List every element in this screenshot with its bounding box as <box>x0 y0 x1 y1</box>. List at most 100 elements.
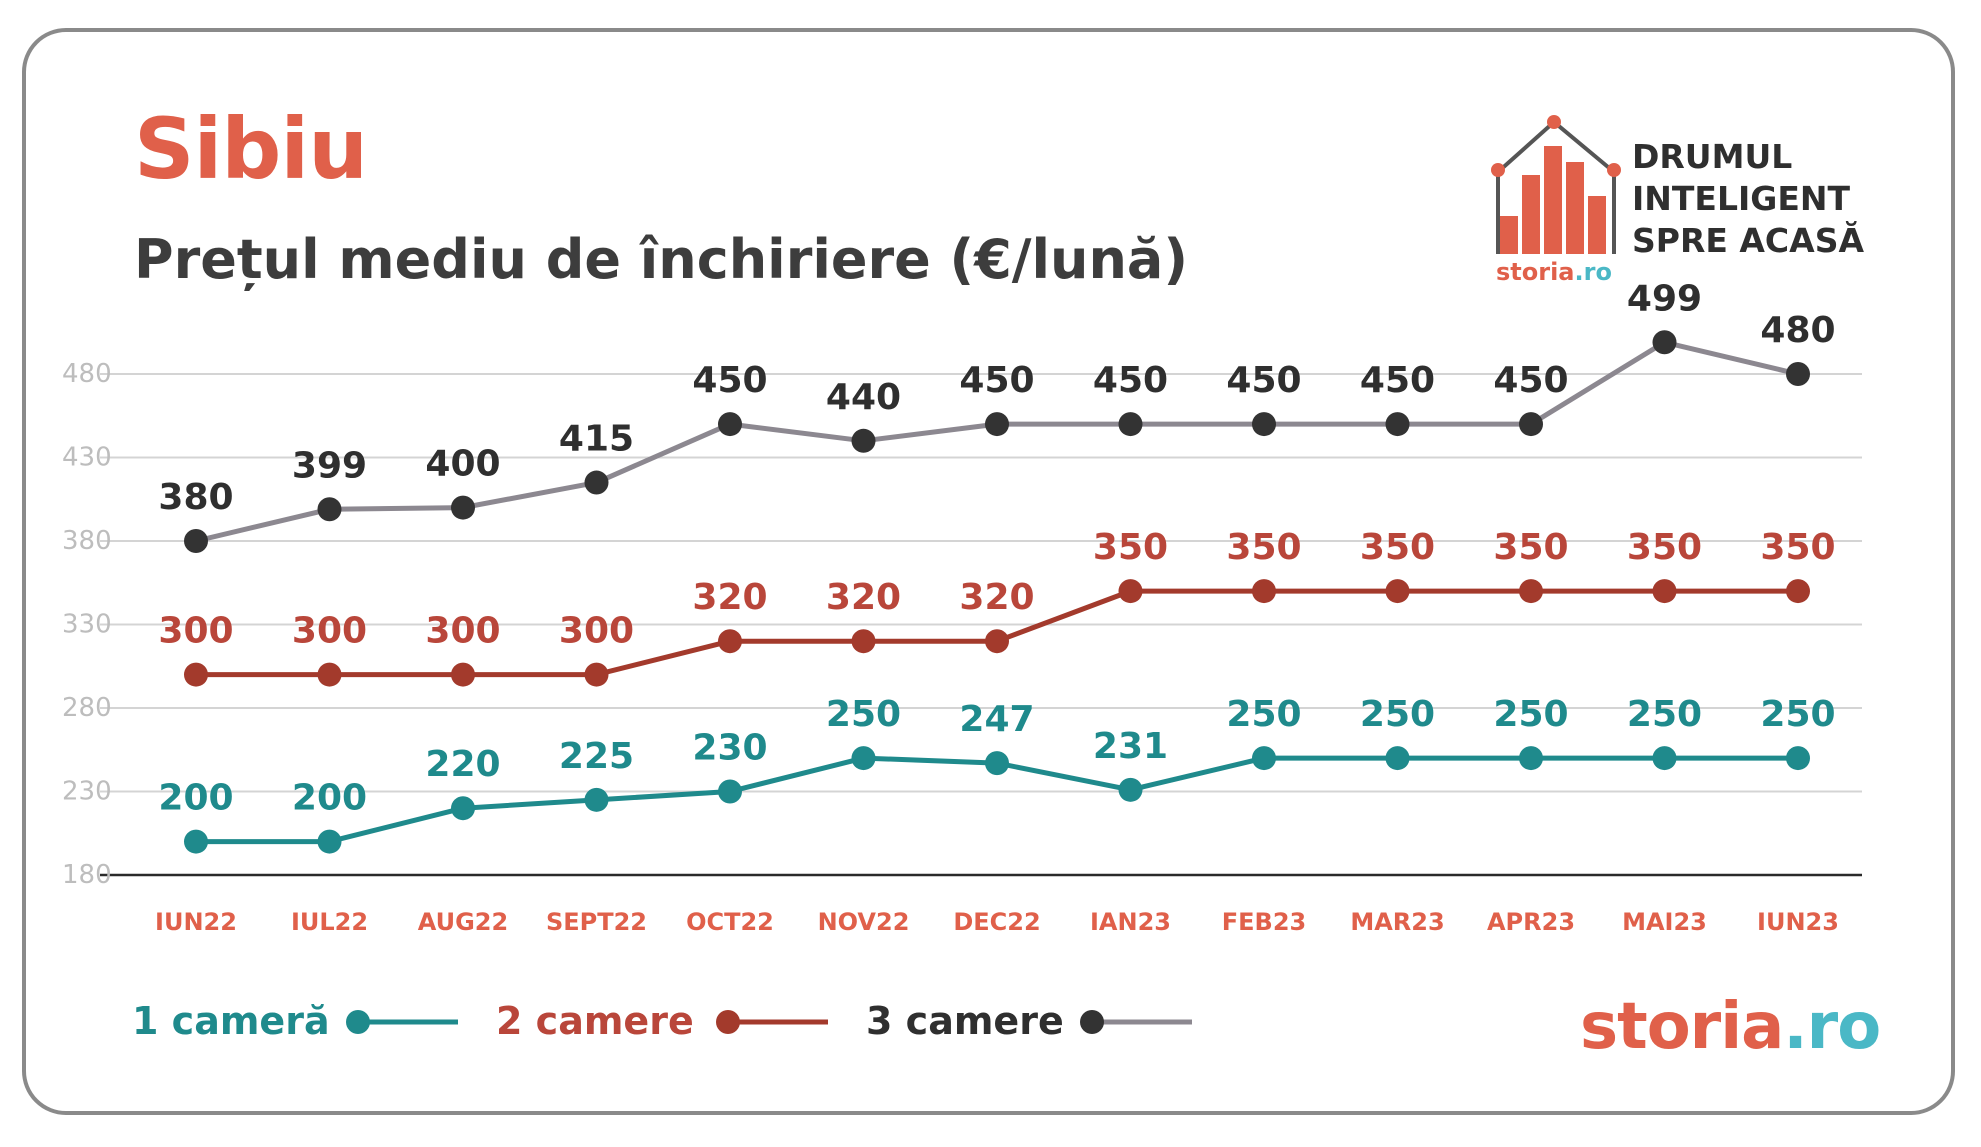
series-1-camera-point <box>718 779 742 804</box>
series-3-camere-data-label: 450 <box>1093 360 1168 401</box>
series-3-camere-point <box>1519 412 1543 437</box>
series-2-camere-point <box>985 629 1009 654</box>
series-2-camere-data-label: 300 <box>425 611 500 652</box>
series-3-camere-data-label: 440 <box>826 377 901 418</box>
series-1-camera-point <box>851 746 876 771</box>
series-3-camere-data-label: 450 <box>1493 360 1568 401</box>
series-2-camere-data-label: 350 <box>1627 527 1702 568</box>
series-3-camere-point <box>1652 330 1677 355</box>
series-3-camere-point <box>184 529 208 553</box>
x-tick-label: IUN22 <box>155 908 237 936</box>
x-tick-label: OCT22 <box>686 908 774 936</box>
series-3-camere-data-label: 499 <box>1627 278 1702 319</box>
series-3-camere-point <box>1118 412 1143 437</box>
series-3-camere-data-label: 480 <box>1760 310 1835 351</box>
series-2-camere-point <box>451 662 475 687</box>
small-storia-logo: storia.ro <box>1496 258 1612 286</box>
series-1-camera-data-label: 250 <box>1493 694 1568 735</box>
y-tick-label: 430 <box>62 443 112 473</box>
series-3-camere-point <box>1252 412 1276 437</box>
series-1-camera-point <box>451 796 475 821</box>
series-2-camere-point <box>184 662 208 687</box>
x-tick-label: MAI23 <box>1622 908 1707 936</box>
series-1-camera-point <box>584 787 609 812</box>
series-3-camere-data-label: 450 <box>1360 360 1435 401</box>
series-2-camere-point <box>851 629 876 654</box>
legend-marker-3 <box>1080 1010 1104 1034</box>
series-3-camere-point <box>451 495 475 520</box>
series-2-camere-data-label: 300 <box>559 611 634 652</box>
x-tick-label: IAN23 <box>1090 908 1171 936</box>
series-3-camere-data-label: 400 <box>425 444 500 485</box>
series-1-camera-point <box>1786 746 1810 771</box>
series-1-camera-data-label: 231 <box>1093 726 1168 767</box>
series-1-camera-data-label: 250 <box>1360 694 1435 735</box>
x-tick-label: NOV22 <box>818 908 910 936</box>
series-2-camere-point <box>1652 579 1677 604</box>
series-3-camere-data-label: 450 <box>1226 360 1301 401</box>
x-tick-label: IUN23 <box>1757 908 1839 936</box>
brand-tagline: DRUMUL INTELIGENT SPRE ACASĂ <box>1632 136 1932 262</box>
series-2-camere-data-label: 320 <box>826 577 901 618</box>
storia-logo: storia.ro <box>1580 990 1881 1064</box>
series-1-camera-data-label: 247 <box>959 699 1034 740</box>
x-tick-label: DEC22 <box>953 908 1040 936</box>
series-2-camere-data-label: 300 <box>292 611 367 652</box>
x-tick-label: AUG22 <box>418 908 508 936</box>
series-3-camere-point <box>1385 412 1410 437</box>
series-3-camere-point <box>1786 362 1810 386</box>
series-1-camera-data-label: 250 <box>1627 694 1702 735</box>
legend-label-1: 1 cameră <box>132 999 330 1043</box>
series-2-camere-point <box>1519 579 1543 604</box>
series-2-camere-data-label: 320 <box>692 577 767 618</box>
series-3-camere-point <box>317 497 342 522</box>
series-2-camere-point <box>584 662 609 687</box>
series-3-camere-data-label: 380 <box>158 477 233 518</box>
chart-card <box>22 28 1955 1115</box>
series-1-camera-point <box>1652 746 1677 771</box>
x-tick-label: SEPT22 <box>546 908 647 936</box>
series-2-camere-data-label: 300 <box>158 611 233 652</box>
series-1-camera-point <box>1252 746 1276 771</box>
series-3-camere-data-label: 415 <box>559 419 634 460</box>
series-2-camere-point <box>718 629 742 654</box>
chart-title: Sibiu <box>134 100 368 198</box>
series-3-camere-point <box>584 470 609 495</box>
series-1-camera-point <box>1519 746 1543 771</box>
legend-label-2: 2 camere <box>496 999 694 1043</box>
series-1-camera-data-label: 250 <box>1226 694 1301 735</box>
series-2-camere-data-label: 350 <box>1493 527 1568 568</box>
series-1-camera-point <box>1385 746 1410 771</box>
y-tick-label: 280 <box>62 693 112 723</box>
series-3-camere-point <box>851 428 876 453</box>
series-2-camere-data-label: 350 <box>1360 527 1435 568</box>
y-tick-label: 330 <box>62 610 112 640</box>
series-1-camera-data-label: 250 <box>1760 694 1835 735</box>
series-1-camera-data-label: 220 <box>425 744 500 785</box>
tagline-line-1: DRUMUL <box>1632 137 1793 176</box>
series-3-camere-data-label: 450 <box>692 360 767 401</box>
x-tick-label: FEB23 <box>1222 908 1306 936</box>
legend-marker-1 <box>346 1010 370 1034</box>
tagline-line-2: INTELIGENT <box>1632 179 1851 218</box>
legend-label-3: 3 camere <box>866 999 1064 1043</box>
series-3-camere-data-label: 450 <box>959 360 1034 401</box>
series-1-camera-point <box>1118 777 1143 802</box>
series-1-camera-point <box>317 829 342 854</box>
series-2-camere-point <box>1118 579 1143 604</box>
x-tick-label: APR23 <box>1487 908 1575 936</box>
y-tick-label: 230 <box>62 777 112 807</box>
tagline-line-3: SPRE ACASĂ <box>1632 221 1864 260</box>
x-tick-label: MAR23 <box>1350 908 1444 936</box>
x-tick-label: IUL22 <box>291 908 368 936</box>
series-2-camere-point <box>317 662 342 687</box>
series-1-camera-data-label: 200 <box>158 778 233 819</box>
series-1-camera-data-label: 250 <box>826 694 901 735</box>
series-1-camera-point <box>985 751 1009 776</box>
chart-subtitle: Prețul mediu de închiriere (€/lună) <box>134 228 1189 291</box>
y-tick-label: 180 <box>62 860 112 890</box>
series-1-camera-data-label: 225 <box>559 736 634 777</box>
series-2-camere-data-label: 350 <box>1093 527 1168 568</box>
series-2-camere-point <box>1385 579 1410 604</box>
